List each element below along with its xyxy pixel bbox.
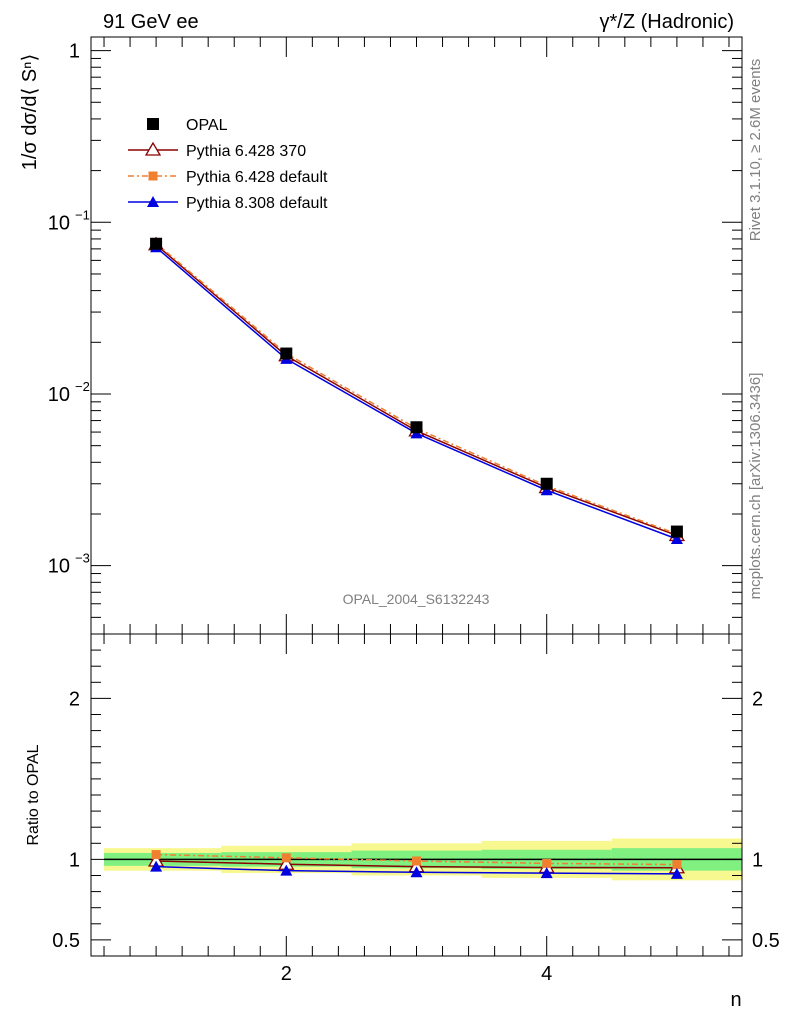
ratio-point <box>412 856 421 866</box>
y-tick-label-exponent: −3 <box>75 551 90 566</box>
legend: OPAL Pythia 6.428 370 Pythia 6.428 default… <box>128 117 328 212</box>
data-point <box>280 347 293 360</box>
ratio-point <box>672 860 682 870</box>
ratio-point <box>280 864 293 876</box>
data-point <box>670 525 683 538</box>
ratio-point <box>670 867 683 879</box>
y-tick-label: 10 <box>48 384 70 406</box>
data-point <box>410 421 423 434</box>
analysis-watermark: OPAL_2004_S6132243 <box>343 591 490 607</box>
ratio-y-tick-label: 2 <box>69 688 80 710</box>
data-point <box>150 237 163 250</box>
legend-marker <box>147 196 159 207</box>
series-line <box>155 244 678 537</box>
header-left: 91 GeV ee <box>103 11 199 33</box>
y-tick-label-exponent: −1 <box>75 207 90 222</box>
legend-label: Pythia 6.428 370 <box>186 143 306 160</box>
legend-marker <box>147 118 159 130</box>
x-tick-label: 4 <box>541 963 552 985</box>
header-right: γ*/Z (Hadronic) <box>600 11 734 33</box>
legend-marker <box>148 171 158 181</box>
series-line <box>155 242 678 535</box>
ratio-point <box>150 860 163 872</box>
ratio-y-tick-label: 0.5 <box>52 930 80 952</box>
legend-marker <box>144 141 162 156</box>
ratio-plot-frame <box>90 633 743 957</box>
main-axis-ticks: 10 −3 10 −2 10 −1 1 <box>48 37 742 635</box>
ratio-point <box>540 867 553 879</box>
ratio-axis-ticks: 0.5 0.5 1 1 2 2 2 4 <box>52 634 780 985</box>
data-point <box>540 477 553 490</box>
data-point <box>670 533 683 545</box>
ratio-series-line <box>156 853 677 866</box>
ratio-series <box>147 850 686 879</box>
legend-label: Pythia 6.428 default <box>186 169 328 186</box>
ratio-y-tick-label-right: 0.5 <box>752 930 780 952</box>
ratio-point <box>281 853 291 863</box>
main-series <box>147 236 686 545</box>
ratio-point <box>542 858 552 868</box>
main-y-axis-label: 1/σ dσ/d⟨ Sⁿ⟩ <box>19 54 41 171</box>
x-axis-label: n <box>730 989 741 1011</box>
mcplots-label: mcplots.cern.ch [arXiv:1306.3436] <box>747 373 764 600</box>
ratio-point <box>151 850 161 860</box>
ratio-y-tick-label-right: 2 <box>752 688 763 710</box>
y-tick-label: 1 <box>69 41 80 63</box>
ratio-y-axis-label: Ratio to OPAL <box>25 744 42 845</box>
x-tick-label: 2 <box>281 963 292 985</box>
rivet-version-label: Rivet 3.1.10, ≥ 2.6M events <box>747 59 764 242</box>
ratio-panel: 0.5 0.5 1 1 2 2 2 4 <box>52 633 780 985</box>
y-tick-label: 10 <box>48 212 70 234</box>
y-tick-label-exponent: −2 <box>75 379 90 394</box>
legend-label: Pythia 8.308 default <box>186 195 328 212</box>
series-line <box>155 246 678 540</box>
ratio-point <box>410 866 423 878</box>
main-panel: 10 −3 10 −2 10 −1 1 <box>48 36 743 635</box>
ratio-y-tick-label-right: 1 <box>752 849 763 871</box>
ratio-y-tick-label: 1 <box>69 849 80 871</box>
y-tick-label: 10 <box>48 556 70 578</box>
legend-label: OPAL <box>186 117 228 134</box>
